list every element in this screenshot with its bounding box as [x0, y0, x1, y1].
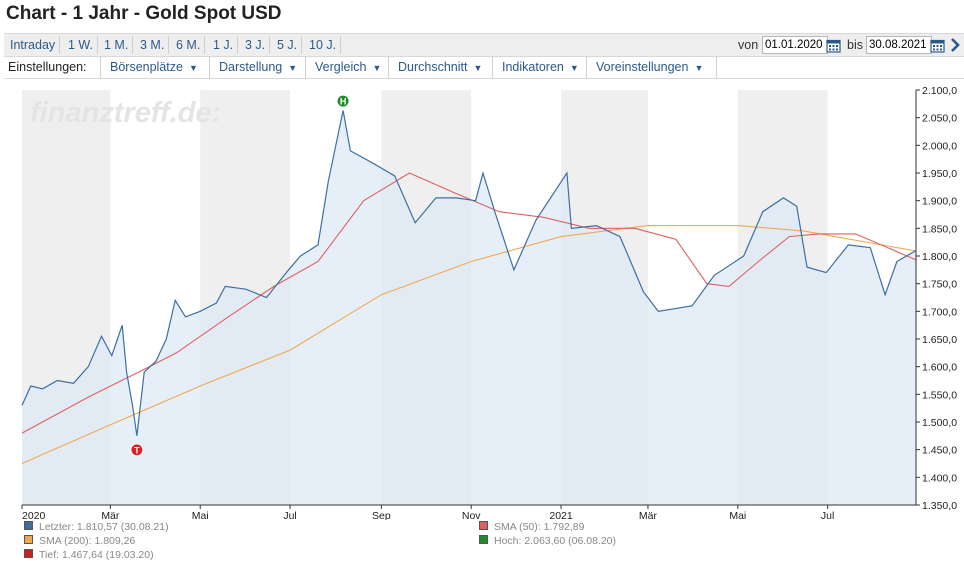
settings-vergleich-menu[interactable]: Vergleich ▼ [305, 56, 381, 78]
legend-text: Hoch: 2.063,60 (06.08.20) [494, 535, 617, 547]
settings-durchschnitt-menu[interactable]: Durchschnitt ▼ [388, 56, 482, 78]
y-tick-label: 2.050,0 [922, 113, 957, 125]
menu-label: Durchschnitt [398, 60, 468, 74]
legend-item-hoch: Hoch: 2.063,60 (06.08.20) [479, 535, 616, 548]
price-area [22, 110, 916, 505]
caret-down-icon: ▼ [694, 63, 704, 73]
legend-text: SMA (50): 1.792,89 [494, 521, 585, 533]
y-tick-label: 1.500,0 [922, 417, 957, 429]
calendar-icon[interactable] [930, 38, 945, 53]
y-tick-label: 1.600,0 [922, 362, 957, 374]
settings-voreinstellungen-menu[interactable]: Voreinstellungen ▼ [586, 56, 703, 78]
range-5y-button[interactable]: 5 J. [273, 36, 303, 54]
x-tick-label: Mär [639, 510, 658, 520]
extreme-markers: HT [130, 94, 350, 457]
legend-text: Letzter: 1.810,57 (30.08.21) [39, 521, 169, 533]
time-range-toolbar: Intraday 1 W. 1 M. 3 M. 6 M. 1 J. 3 J. 5… [4, 33, 964, 57]
x-tick-label: 2021 [549, 510, 573, 520]
settings-toolbar: Einstellungen: Börsenplätze ▼ Darstellung… [4, 56, 964, 79]
y-tick-label: 1.950,0 [922, 168, 957, 180]
y-tick-label: 1.850,0 [922, 223, 957, 235]
y-tick-label: 2.000,0 [922, 140, 957, 152]
legend-item-letzter: Letzter: 1.810,57 (30.08.21) [24, 521, 169, 534]
x-tick-label: Nov [462, 510, 481, 520]
x-axis-ticks: 2020 Mär Mai Jul Sep Nov 2021 Mär Mai Jul [21, 505, 834, 520]
y-tick-label: 1.400,0 [922, 472, 957, 484]
low-marker-circle [130, 443, 144, 457]
x-tick-label: Mär [101, 510, 120, 520]
high-marker-circle [336, 94, 350, 108]
legend-item-sma50: SMA (50): 1.792,89 [479, 521, 584, 534]
y-tick-label: 1.700,0 [922, 306, 957, 318]
x-tick-label: Mai [192, 510, 209, 520]
x-tick-label: Jul [283, 510, 296, 520]
price-line [21, 110, 917, 436]
caret-down-icon: ▼ [569, 63, 579, 73]
menu-divider [716, 56, 717, 78]
watermark: finanztreff.de: [30, 97, 221, 129]
legend-swatch [479, 521, 488, 530]
gold-price-chart: finanztreff.de: 2.100,0 2.050,0 2.000,0 1.9… [21, 85, 957, 520]
settings-darstellung-menu[interactable]: Darstellung ▼ [209, 56, 297, 78]
low-marker-label: T [134, 445, 140, 455]
menu-label: Börsenplätze [110, 60, 183, 74]
page-title: Chart - 1 Jahr - Gold Spot USD [6, 3, 282, 24]
caret-down-icon: ▼ [372, 63, 382, 73]
chevron-right-icon[interactable] [948, 37, 962, 53]
y-tick-label: 1.900,0 [922, 196, 957, 208]
from-label: von [738, 38, 759, 52]
settings-label: Einstellungen: [8, 60, 87, 74]
legend-item-tief: Tief: 1.467,64 (19.03.20) [24, 549, 154, 562]
menu-label: Vergleich [315, 60, 367, 74]
y-axis-ticks: 2.100,0 2.050,0 2.000,0 1.950,0 1.900,0 1.850… [916, 85, 957, 512]
y-tick-label: 1.450,0 [922, 445, 957, 457]
y-tick-label: 1.550,0 [922, 389, 957, 401]
menu-label: Voreinstellungen [596, 60, 689, 74]
legend-swatch [24, 521, 33, 530]
x-tick-label: Mai [729, 510, 746, 520]
range-3y-button[interactable]: 3 J. [241, 36, 271, 54]
settings-indikatoren-menu[interactable]: Indikatoren ▼ [492, 56, 579, 78]
calendar-icon[interactable] [826, 38, 841, 53]
settings-boersenplaetze-menu[interactable]: Börsenplätze ▼ [100, 56, 198, 78]
range-intraday-button[interactable]: Intraday [6, 36, 61, 54]
sma200-line [21, 225, 917, 465]
y-tick-label: 1.750,0 [922, 279, 957, 291]
legend-swatch [24, 535, 33, 544]
legend-swatch [479, 535, 488, 544]
sma50-line [21, 172, 917, 434]
caret-down-icon: ▼ [188, 63, 198, 73]
range-1w-button[interactable]: 1 W. [64, 36, 99, 54]
legend-swatch [24, 549, 33, 558]
y-tick-label: 2.100,0 [922, 85, 957, 97]
range-1y-button[interactable]: 1 J. [209, 36, 239, 54]
range-10y-button[interactable]: 10 J. [305, 36, 342, 54]
caret-down-icon: ▼ [288, 63, 298, 73]
menu-label: Indikatoren [502, 60, 564, 74]
y-tick-label: 1.350,0 [922, 500, 957, 512]
x-tick-label: Jul [821, 510, 834, 520]
menu-label: Darstellung [219, 60, 283, 74]
legend-item-sma200: SMA (200): 1.809,26 [24, 535, 135, 548]
range-6m-button[interactable]: 6 M. [172, 36, 206, 54]
range-1m-button[interactable]: 1 M. [100, 36, 134, 54]
to-date-input[interactable] [866, 36, 932, 54]
legend-text: SMA (200): 1.809,26 [39, 535, 136, 547]
to-label: bis [847, 38, 863, 52]
y-tick-label: 1.800,0 [922, 251, 957, 263]
caret-down-icon: ▼ [473, 63, 483, 73]
from-date-input[interactable] [762, 36, 828, 54]
x-tick-label: 2020 [22, 510, 46, 520]
legend-text: Tief: 1.467,64 (19.03.20) [39, 549, 154, 561]
range-3m-button[interactable]: 3 M. [136, 36, 170, 54]
x-tick-label: Sep [372, 510, 391, 520]
date-range: von bis [734, 34, 964, 56]
high-marker-label: H [340, 97, 347, 107]
y-tick-label: 1.650,0 [922, 334, 957, 346]
